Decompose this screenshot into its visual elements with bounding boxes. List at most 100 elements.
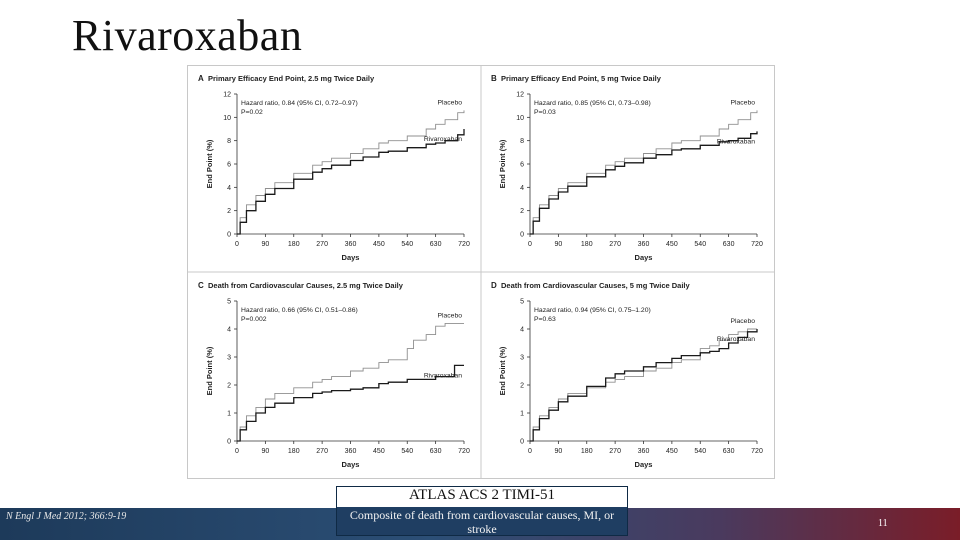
panel-b: B Primary Efficacy End Point, 5 mg Twice … <box>491 74 763 262</box>
x-tick-label: 540 <box>401 241 413 248</box>
panel-a: A Primary Efficacy End Point, 2.5 mg Twic… <box>198 74 470 262</box>
x-tick-label: 540 <box>694 241 706 248</box>
y-axis-label: End Point (%) <box>205 139 214 188</box>
y-tick-label: 1 <box>520 411 524 418</box>
panel-letter: A <box>198 74 204 83</box>
y-tick-label: 4 <box>227 327 231 334</box>
x-tick-label: 720 <box>751 448 763 455</box>
hazard-ratio: Hazard ratio, 0.66 (95% CI, 0.51–0.86) <box>241 307 358 314</box>
x-axis-label: Days <box>635 253 653 262</box>
x-tick-label: 540 <box>401 448 413 455</box>
hazard-ratio: Hazard ratio, 0.85 (95% CI, 0.73–0.98) <box>534 100 651 107</box>
x-tick-label: 90 <box>554 241 562 248</box>
p-value: P=0.63 <box>534 316 556 323</box>
y-tick-label: 4 <box>520 185 524 192</box>
series-label-rivaroxaban: Rivaroxaban <box>424 136 462 143</box>
x-tick-label: 450 <box>666 448 678 455</box>
p-value: P=0.02 <box>241 109 263 116</box>
panel-letter: C <box>198 281 204 290</box>
series-label-placebo: Placebo <box>730 318 755 325</box>
x-tick-label: 720 <box>458 448 470 455</box>
x-tick-label: 630 <box>430 448 442 455</box>
x-tick-label: 0 <box>528 241 532 248</box>
y-tick-label: 0 <box>227 232 231 239</box>
series-rivaroxaban-line <box>530 131 758 235</box>
caption-box-lower <box>337 507 627 535</box>
x-tick-label: 630 <box>430 241 442 248</box>
hazard-ratio: Hazard ratio, 0.94 (95% CI, 0.75–1.20) <box>534 307 651 314</box>
panel-title: Death from Cardiovascular Causes, 5 mg T… <box>501 281 691 290</box>
p-value: P=0.002 <box>241 316 267 323</box>
citation: N Engl J Med 2012; 366:9-19 <box>6 511 127 522</box>
x-tick-label: 450 <box>666 241 678 248</box>
series-label-rivaroxaban: Rivaroxaban <box>424 372 462 379</box>
panel-title: Primary Efficacy End Point, 2.5 mg Twice… <box>208 74 375 83</box>
y-tick-label: 2 <box>520 383 524 390</box>
y-tick-label: 2 <box>227 383 231 390</box>
x-tick-label: 90 <box>261 241 269 248</box>
x-tick-label: 360 <box>638 448 650 455</box>
y-tick-label: 5 <box>520 299 524 306</box>
y-tick-label: 8 <box>520 138 524 145</box>
y-tick-label: 10 <box>223 115 231 122</box>
caption-subtitle: Composite of death from cardiovascular c… <box>349 508 615 536</box>
panel-c: C Death from Cardiovascular Causes, 2.5 m… <box>198 281 470 469</box>
x-tick-label: 270 <box>316 241 328 248</box>
panel-title: Primary Efficacy End Point, 5 mg Twice D… <box>501 74 662 83</box>
y-tick-label: 0 <box>520 439 524 446</box>
x-tick-label: 90 <box>261 448 269 455</box>
y-tick-label: 4 <box>227 185 231 192</box>
y-tick-label: 6 <box>227 162 231 169</box>
km-panels-svg: A Primary Efficacy End Point, 2.5 mg Twic… <box>188 66 774 478</box>
x-tick-label: 360 <box>345 241 357 248</box>
y-tick-label: 6 <box>520 162 524 169</box>
series-label-placebo: Placebo <box>437 99 462 106</box>
series-placebo-line <box>530 328 757 442</box>
x-tick-label: 450 <box>373 241 385 248</box>
x-tick-label: 720 <box>751 241 763 248</box>
panel-letter: B <box>491 74 497 83</box>
y-tick-label: 2 <box>520 208 524 215</box>
y-tick-label: 10 <box>516 115 524 122</box>
y-tick-label: 5 <box>227 299 231 306</box>
y-axis-label: End Point (%) <box>498 139 507 188</box>
y-tick-label: 2 <box>227 208 231 215</box>
hazard-ratio: Hazard ratio, 0.84 (95% CI, 0.72–0.97) <box>241 100 358 107</box>
y-tick-label: 0 <box>227 439 231 446</box>
series-label-rivaroxaban: Rivaroxaban <box>717 336 755 343</box>
x-tick-label: 540 <box>694 448 706 455</box>
y-axis-label: End Point (%) <box>205 346 214 395</box>
x-tick-label: 630 <box>723 448 735 455</box>
panel-letter: D <box>491 281 497 290</box>
y-tick-label: 3 <box>227 355 231 362</box>
x-tick-label: 630 <box>723 241 735 248</box>
x-tick-label: 270 <box>609 241 621 248</box>
x-tick-label: 720 <box>458 241 470 248</box>
km-figure: A Primary Efficacy End Point, 2.5 mg Twic… <box>187 65 775 479</box>
x-tick-label: 0 <box>528 448 532 455</box>
page-number: 11 <box>878 518 888 529</box>
x-tick-label: 270 <box>609 448 621 455</box>
y-tick-label: 8 <box>227 138 231 145</box>
x-tick-label: 360 <box>638 241 650 248</box>
y-tick-label: 3 <box>520 355 524 362</box>
y-tick-label: 12 <box>223 92 231 99</box>
x-tick-label: 180 <box>581 448 593 455</box>
y-axis-label: End Point (%) <box>498 346 507 395</box>
series-rivaroxaban-line <box>530 329 758 442</box>
x-tick-label: 450 <box>373 448 385 455</box>
x-tick-label: 0 <box>235 241 239 248</box>
x-tick-label: 0 <box>235 448 239 455</box>
x-tick-label: 180 <box>288 448 300 455</box>
x-tick-label: 270 <box>316 448 328 455</box>
slide-title: Rivaroxaban <box>72 11 303 60</box>
x-tick-label: 360 <box>345 448 357 455</box>
series-label-rivaroxaban: Rivaroxaban <box>717 138 755 145</box>
y-tick-label: 12 <box>516 92 524 99</box>
x-axis-label: Days <box>342 460 360 469</box>
p-value: P=0.03 <box>534 109 556 116</box>
y-tick-label: 1 <box>227 411 231 418</box>
series-rivaroxaban-line <box>237 364 464 442</box>
panel-d: D Death from Cardiovascular Causes, 5 mg … <box>491 281 763 469</box>
caption-title: ATLAS ACS 2 TIMI-51 <box>409 487 555 503</box>
